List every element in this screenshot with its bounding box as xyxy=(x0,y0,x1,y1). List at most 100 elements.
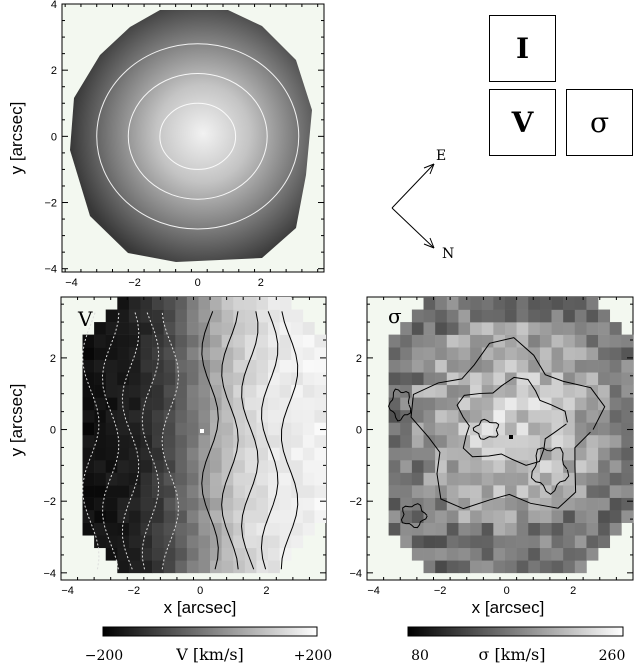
velocity-pixel xyxy=(279,384,292,398)
dispersion-pixel xyxy=(598,309,611,323)
dispersion-pixel xyxy=(563,322,576,335)
dispersion-pixel xyxy=(481,535,494,549)
velocity-pixel xyxy=(244,522,257,536)
dispersion-pixel xyxy=(423,510,436,523)
dispersion-pixel xyxy=(551,409,564,423)
velocity-pixel xyxy=(210,510,222,523)
velocity-pixel xyxy=(186,434,199,448)
velocity-pixel xyxy=(117,372,130,386)
velocity-pixel xyxy=(314,510,326,523)
velocity-pixel xyxy=(279,372,292,386)
velocity-pixel xyxy=(128,359,141,373)
y-axis-label-velocity: y [arcsec] xyxy=(7,384,26,457)
velocity-pixel xyxy=(221,485,234,498)
velocity-pixel xyxy=(221,547,234,561)
dispersion-pixel xyxy=(481,422,494,436)
dispersion-pixel xyxy=(563,384,576,398)
dispersion-pixel xyxy=(551,447,564,461)
dispersion-pixel xyxy=(388,459,401,473)
velocity-pixel xyxy=(117,409,130,423)
dispersion-pixel xyxy=(621,447,634,461)
dispersion-pixel xyxy=(563,472,576,486)
velocity-pixel xyxy=(291,522,304,536)
velocity-pixel xyxy=(221,334,234,348)
velocity-pixel xyxy=(163,347,176,360)
dispersion-pixel xyxy=(470,372,483,386)
dispersion-pixel xyxy=(598,347,611,360)
dispersion-pixel xyxy=(586,535,599,549)
dispersion-pixel xyxy=(598,334,611,348)
velocity-pixel xyxy=(198,334,211,348)
velocity-pixel xyxy=(233,459,246,473)
dispersion-pixel xyxy=(586,459,599,473)
dispersion-pixel xyxy=(481,347,494,360)
dispersion-pixel xyxy=(528,322,541,335)
dispersion-pixel xyxy=(435,447,448,461)
dispersion-pixel xyxy=(551,459,564,473)
velocity-pixel xyxy=(221,447,234,461)
dispersion-pixel xyxy=(516,309,529,323)
velocity-pixel xyxy=(268,347,280,360)
velocity-pixel xyxy=(128,522,141,536)
velocity-pixel xyxy=(175,334,188,348)
dispersion-pixel xyxy=(539,447,552,461)
velocity-pixel xyxy=(82,397,95,411)
dispersion-pixel xyxy=(528,334,541,348)
dispersion-pixel xyxy=(609,522,622,536)
velocity-pixel xyxy=(175,522,188,536)
velocity-pixel xyxy=(128,485,141,498)
dispersion-pixel xyxy=(423,359,436,373)
dispersion-colorbar-min: 80 xyxy=(411,648,429,664)
velocity-pixel xyxy=(175,560,188,574)
velocity-pixel xyxy=(163,547,176,561)
velocity-pixel xyxy=(221,535,234,549)
velocity-pixel xyxy=(279,334,292,348)
dispersion-pixel xyxy=(435,459,448,473)
dispersion-pixel xyxy=(481,485,494,498)
dispersion-pixel xyxy=(528,485,541,498)
velocity-pixel xyxy=(198,359,211,373)
velocity-pixel xyxy=(175,297,188,310)
dispersion-pixel xyxy=(481,547,494,561)
dispersion-pixel xyxy=(470,485,483,498)
dispersion-pixel xyxy=(574,535,587,549)
dispersion-pixel xyxy=(504,322,517,335)
velocity-pixel xyxy=(244,309,257,323)
dispersion-pixel xyxy=(551,322,564,335)
velocity-pixel xyxy=(291,309,304,323)
dispersion-pixel xyxy=(493,472,506,486)
isovelocity-contour xyxy=(241,311,259,570)
velocity-pixel xyxy=(186,322,199,335)
velocity-pixel xyxy=(152,510,164,523)
dispersion-pixel xyxy=(504,447,517,461)
velocity-pixel xyxy=(279,297,292,310)
dispersion-pixel xyxy=(470,397,483,411)
velocity-pixel xyxy=(268,297,280,310)
velocity-pixel xyxy=(244,397,257,411)
dispersion-pixel xyxy=(621,334,634,348)
velocity-pixel xyxy=(244,359,257,373)
velocity-pixel xyxy=(94,485,107,498)
dispersion-pixel xyxy=(609,384,622,398)
dispersion-pixel xyxy=(400,447,413,461)
velocity-pixel xyxy=(140,297,153,310)
velocity-pixel xyxy=(244,560,257,574)
y-tick-label-velocity: 0 xyxy=(50,425,56,437)
velocity-pixel xyxy=(163,560,176,574)
velocity-pixel xyxy=(233,535,246,549)
dispersion-pixel xyxy=(598,497,611,511)
velocity-pixel xyxy=(233,384,246,398)
dispersion-pixel xyxy=(493,372,506,386)
velocity-pixel xyxy=(291,434,304,448)
dispersion-pixel xyxy=(481,309,494,323)
orientation-compass: E N xyxy=(391,148,454,262)
dispersion-pixel xyxy=(586,422,599,436)
velocity-pixel xyxy=(163,384,176,398)
compass-east-label: E xyxy=(436,148,446,164)
dispersion-pixel xyxy=(551,384,564,398)
velocity-colorbar-title: V [km/s] xyxy=(175,645,244,664)
isophote-contour xyxy=(96,43,300,230)
dispersion-pixel xyxy=(586,497,599,511)
dispersion-pixel xyxy=(446,422,459,436)
